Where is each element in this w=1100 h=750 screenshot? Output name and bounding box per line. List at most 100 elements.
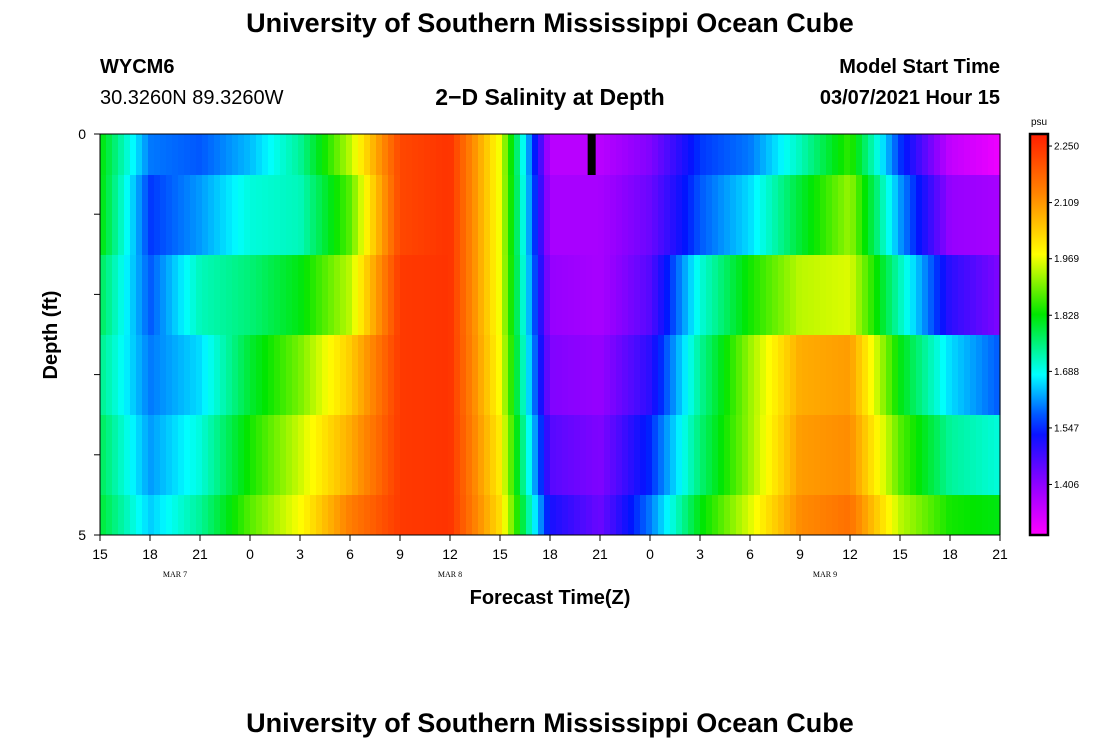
heatmap-cell [304,255,311,335]
heatmap-cell [394,255,401,335]
heatmap-cell [556,495,563,535]
heatmap-cell [100,495,107,535]
heatmap-cell [646,335,653,415]
heatmap-cell [130,415,137,495]
heatmap-cell [106,335,113,415]
heatmap-cell [478,495,485,535]
heatmap-cell [376,134,383,175]
heatmap-cell [862,255,869,335]
heatmap-cell [718,495,725,535]
heatmap-cell [808,134,815,175]
heatmap-cell [832,255,839,335]
heatmap-cell [622,415,629,495]
heatmap-cell [604,175,611,255]
heatmap-cell [514,175,521,255]
heatmap-cell [304,415,311,495]
heatmap-cell [322,335,329,415]
heatmap-cell [826,255,833,335]
heatmap-cell [580,495,587,535]
heatmap-cell [358,335,365,415]
heatmap-cell [802,335,809,415]
heatmap-cell [706,255,713,335]
heatmap-cell [910,415,917,495]
heatmap-cell [442,255,449,335]
depth-marker [587,134,596,175]
heatmap-cell [820,175,827,255]
heatmap-cell [316,175,323,255]
heatmap-cell [214,134,221,175]
heatmap-cell [262,175,269,255]
heatmap-cell [988,255,995,335]
heatmap-cell [166,255,173,335]
heatmap-cell [616,495,623,535]
heatmap-cell [454,134,461,175]
heatmap-cell [364,175,371,255]
heatmap-cell [514,335,521,415]
heatmap-cell [250,495,257,535]
heatmap-cell [784,175,791,255]
heatmap-cell [118,335,125,415]
heatmap-cell [466,175,473,255]
heatmap-cell [436,255,443,335]
heatmap-cell [688,175,695,255]
heatmap-cell [364,255,371,335]
heatmap-cell [220,134,227,175]
heatmap-cell [970,175,977,255]
heatmap-cell [400,134,407,175]
heatmap-cell [808,415,815,495]
heatmap-cell [628,255,635,335]
heatmap-cell [574,175,581,255]
heatmap-cell [358,415,365,495]
heatmap-cell [928,134,935,175]
heatmap-cell [892,415,899,495]
heatmap-cell [886,134,893,175]
heatmap-cell [214,175,221,255]
heatmap-cell [904,335,911,415]
heatmap-cell [568,415,575,495]
heatmap-cell [598,134,605,175]
heatmap-cell [646,255,653,335]
heatmap-cell [544,415,551,495]
x-axis-title: Forecast Time(Z) [470,587,631,609]
heatmap-cell [946,415,953,495]
heatmap-cell [808,175,815,255]
heatmap-cell [970,495,977,535]
heatmap-cell [886,255,893,335]
heatmap-cell [772,335,779,415]
heatmap-cell [652,255,659,335]
heatmap-cell [112,255,119,335]
heatmap-cell [280,495,287,535]
heatmap-cell [124,255,131,335]
heatmap-cell [292,134,299,175]
heatmap-cell [154,175,161,255]
heatmap-cell [604,495,611,535]
heatmap-cell [460,495,467,535]
heatmap-cell [676,415,683,495]
heatmap-cell [508,335,515,415]
heatmap-cell [712,134,719,175]
heatmap-cell [604,415,611,495]
heatmap-cell [958,175,965,255]
heatmap-cell [922,175,929,255]
heatmap-cell [532,175,539,255]
heatmap-cell [364,134,371,175]
heatmap-cell [844,255,851,335]
heatmap-cell [406,415,413,495]
heatmap-cell [988,175,995,255]
heatmap-cell [652,415,659,495]
heatmap-cell [112,134,119,175]
heatmap-cell [490,134,497,175]
heatmap-cell [328,335,335,415]
heatmap-cell [286,415,293,495]
heatmap-cell [760,134,767,175]
model-start-value: 03/07/2021 Hour 15 [819,87,1000,109]
heatmap-cell [640,134,647,175]
heatmap-cell [874,175,881,255]
heatmap-cell [922,335,929,415]
x-tick-label: 6 [346,546,354,562]
heatmap-cell [490,335,497,415]
heatmap-cell [748,255,755,335]
heatmap-cell [184,134,191,175]
heatmap-cell [904,134,911,175]
heatmap-cell [472,255,479,335]
